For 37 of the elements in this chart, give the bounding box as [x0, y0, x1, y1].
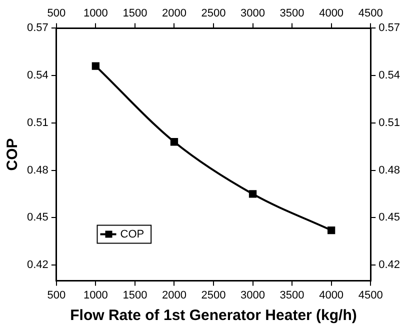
x2-tick-label: 2000 [162, 289, 186, 302]
x-tick-label: 1500 [122, 8, 148, 20]
y-tick-label: 0.57 [26, 22, 48, 34]
x-axis-title: Flow Rate of 1st Generator Heater (kg/h) [70, 307, 357, 324]
x-tick-label: 3500 [280, 8, 304, 20]
point [92, 62, 100, 70]
x2-tick-label: 1500 [122, 289, 148, 302]
y2-tick-label: 0.57 [378, 22, 400, 34]
point [170, 138, 178, 146]
x-tick-label: 4000 [319, 8, 344, 20]
x-tick-label: 3000 [240, 8, 266, 20]
y-tick-label: 0.51 [26, 116, 48, 129]
x-tick-label: 2000 [162, 8, 186, 20]
y-tick-label: 0.54 [26, 70, 48, 82]
y-tick-label: 0.45 [26, 212, 48, 224]
legend-label: COP [120, 228, 144, 240]
y2-tick-label: 0.45 [378, 212, 400, 224]
y2-tick-label: 0.48 [378, 164, 400, 176]
x2-tick-label: 4500 [358, 289, 383, 302]
point [327, 226, 336, 234]
y-tick-label: 0.48 [26, 164, 48, 176]
x-tick-label: 1000 [83, 8, 108, 20]
x2-tick-label: 1000 [83, 289, 108, 302]
x2-tick-label: 500 [47, 289, 66, 302]
y-axis-title: COP [4, 138, 22, 171]
y-tick-label: 0.42 [26, 259, 48, 272]
x2-tick-label: 2500 [201, 289, 226, 302]
x-tick-label: 500 [47, 8, 66, 20]
x2-tick-label: 4000 [319, 289, 344, 302]
y2-tick-label: 0.54 [378, 70, 400, 82]
x-tick-label: 4500 [358, 8, 383, 20]
x2-tick-label: 3500 [280, 289, 304, 302]
y2-tick-label: 0.42 [378, 259, 400, 272]
point [248, 190, 257, 198]
x2-tick-label: 3000 [240, 289, 266, 302]
y2-tick-label: 0.51 [378, 116, 400, 129]
x-tick-label: 2500 [201, 8, 226, 20]
